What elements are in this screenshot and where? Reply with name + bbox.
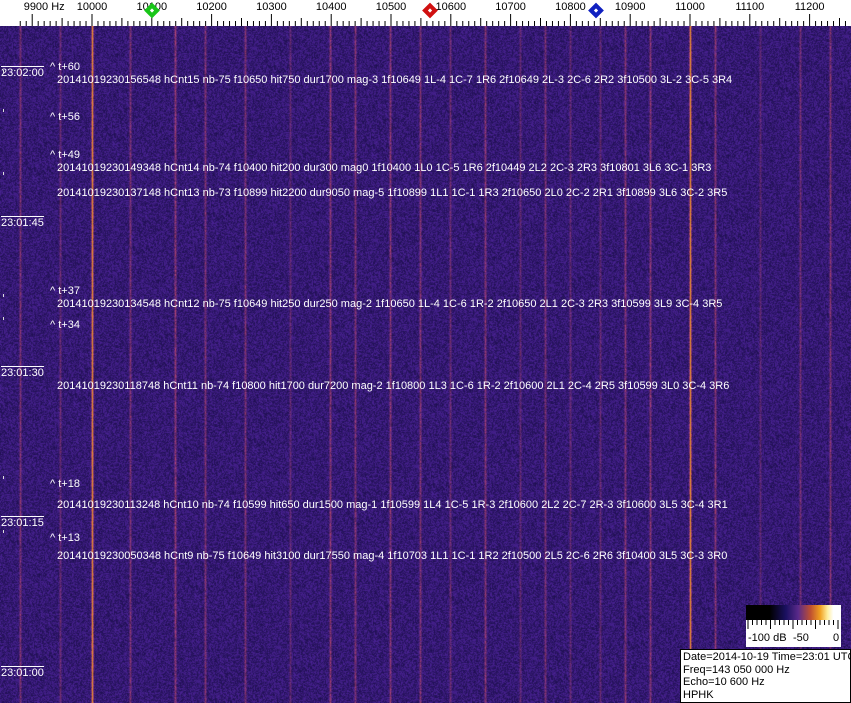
frequency-tick-label: 11100: [735, 1, 765, 13]
event-tick: [3, 70, 4, 73]
frequency-tick-label: 9900 Hz: [23, 1, 65, 13]
time-mark: ^ t+34: [50, 319, 80, 331]
time-tick-label: 23:01:00: [1, 666, 44, 679]
scale-label-min: -100 dB: [748, 632, 787, 644]
event-tick: [3, 109, 4, 112]
frequency-axis: 9900 Hz100001010010200103001040010500106…: [0, 0, 851, 26]
time-tick-label: 23:02:00: [1, 66, 44, 79]
frequency-tick-label: 10000: [76, 1, 108, 13]
detection-label: 20141019230050348 hCnt9 nb-75 f10649 hit…: [57, 550, 728, 562]
scale-label-mid: -50: [793, 632, 809, 644]
time-tick-label: 23:01:30: [1, 366, 44, 379]
detection-label: 20141019230156548 hCnt15 nb-75 f10650 hi…: [57, 74, 733, 86]
frequency-tick-label: 10900: [614, 1, 646, 13]
event-tick: [3, 317, 4, 320]
time-mark: ^ t+13: [50, 532, 80, 544]
frequency-tick-label: 11200: [794, 1, 825, 13]
info-echo: Echo=10 600 Hz: [683, 676, 765, 688]
time-mark: ^ t+37: [50, 285, 80, 297]
time-mark: ^ t+18: [50, 478, 80, 490]
frequency-tick-label: 11000: [675, 1, 705, 13]
detection-label: 20141019230137148 hCnt13 nb-73 f10899 hi…: [57, 187, 728, 199]
color-scale-ticks: [747, 620, 839, 629]
info-frequency: Freq=143 050 000 Hz: [683, 663, 790, 676]
time-mark: ^ t+60: [50, 61, 80, 73]
scale-label-max: 0: [833, 632, 840, 644]
frequency-tick-label: 10800: [555, 1, 586, 13]
info-date-time: Date=2014-10-19 Time=23:01 UTC: [683, 651, 851, 663]
time-tick-label: 23:01:15: [1, 516, 44, 529]
info-station: HPHK: [683, 688, 714, 701]
detection-label: 20141019230149348 hCnt14 nb-74 f10400 hi…: [57, 162, 712, 174]
event-tick: [3, 172, 4, 175]
time-mark: ^ t+56: [50, 111, 80, 123]
event-tick: [3, 294, 4, 297]
frequency-tick-label: 10700: [495, 1, 526, 13]
time-tick-label: 23:01:45: [1, 216, 44, 229]
frequency-tick-label: 10500: [375, 1, 407, 13]
detection-label: 20141019230118748 hCnt11 nb-74 f10800 hi…: [57, 380, 730, 392]
color-scale: -100 dB -50 0: [746, 605, 841, 647]
frequency-ticks: [19, 14, 846, 26]
color-scale-gradient: [746, 605, 841, 620]
detection-label: 20141019230134548 hCnt12 nb-75 f10649 hi…: [57, 298, 723, 310]
event-tick: [3, 476, 4, 479]
frequency-tick-label: 10400: [315, 1, 347, 13]
frequency-tick-label: 10600: [435, 1, 467, 13]
info-box: Date=2014-10-19 Time=23:01 UTC Freq=143 …: [680, 649, 851, 703]
time-mark: ^ t+49: [50, 149, 80, 161]
event-tick: [3, 530, 4, 533]
detection-label: 20141019230113248 hCnt10 nb-74 f10599 hi…: [57, 499, 728, 511]
frequency-tick-label: 10300: [256, 1, 287, 13]
frequency-tick-label: 10200: [196, 1, 227, 13]
